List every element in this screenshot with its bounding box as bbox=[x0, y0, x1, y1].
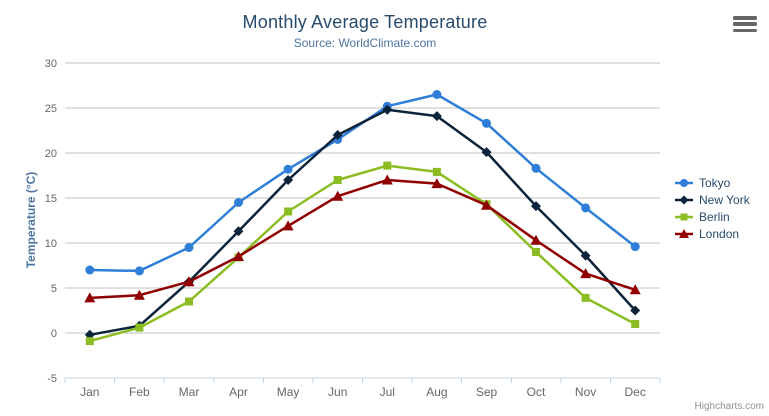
x-axis-category-label: Dec bbox=[625, 385, 646, 399]
x-axis-category-label: Jul bbox=[380, 385, 395, 399]
x-axis-category-label: May bbox=[277, 385, 300, 399]
y-axis-tick-label: 15 bbox=[45, 193, 57, 205]
data-point-london[interactable] bbox=[183, 276, 195, 287]
data-point-london[interactable] bbox=[84, 292, 96, 303]
data-point-new-york[interactable] bbox=[481, 147, 492, 158]
diamond-marker-icon bbox=[675, 195, 693, 204]
x-axis-category-label: Feb bbox=[129, 385, 150, 399]
data-point-berlin[interactable] bbox=[135, 323, 144, 332]
data-point-london[interactable] bbox=[282, 220, 294, 231]
legend-item-london[interactable]: London bbox=[674, 225, 750, 242]
series-line-new-york bbox=[89, 108, 637, 337]
x-axis-category-label: Aug bbox=[426, 385, 447, 399]
data-point-new-york[interactable] bbox=[580, 250, 591, 261]
data-point-tokyo[interactable] bbox=[283, 164, 293, 174]
data-point-tokyo[interactable] bbox=[134, 266, 144, 276]
series-line-berlin bbox=[89, 164, 636, 343]
data-point-berlin[interactable] bbox=[383, 161, 392, 170]
x-axis-category-label: Jun bbox=[328, 385, 347, 399]
x-axis-category-label: Oct bbox=[527, 385, 546, 399]
y-axis-tick-label: 10 bbox=[45, 238, 57, 250]
triangle-marker-icon bbox=[675, 228, 693, 238]
data-point-london[interactable] bbox=[629, 284, 641, 295]
circle-marker-icon bbox=[675, 178, 693, 187]
data-point-new-york[interactable] bbox=[531, 201, 541, 212]
data-point-berlin[interactable] bbox=[631, 320, 640, 328]
x-axis-category-label: Apr bbox=[229, 385, 248, 399]
x-axis-category-label: Sep bbox=[476, 385, 498, 399]
data-point-berlin[interactable] bbox=[333, 176, 342, 184]
data-point-london[interactable] bbox=[481, 199, 492, 210]
data-point-london[interactable] bbox=[530, 234, 542, 245]
hamburger-icon bbox=[733, 22, 757, 26]
data-point-london[interactable] bbox=[431, 178, 443, 189]
data-point-tokyo[interactable] bbox=[581, 203, 591, 213]
data-point-london[interactable] bbox=[233, 251, 244, 261]
legend-item-label: New York bbox=[699, 192, 750, 207]
data-point-tokyo[interactable] bbox=[531, 163, 541, 173]
data-point-new-york[interactable] bbox=[283, 175, 294, 185]
legend: Tokyo New York Berlin London bbox=[674, 174, 750, 242]
data-point-london[interactable] bbox=[133, 289, 145, 300]
legend-item-berlin[interactable]: Berlin bbox=[674, 208, 750, 225]
export-menu-button[interactable] bbox=[732, 14, 758, 34]
legend-item-label: London bbox=[699, 226, 740, 241]
legend-item-label: Berlin bbox=[699, 209, 730, 224]
data-point-berlin[interactable] bbox=[532, 248, 540, 256]
legend-item-tokyo[interactable]: Tokyo bbox=[674, 174, 750, 191]
data-point-new-york[interactable] bbox=[431, 111, 442, 122]
data-point-tokyo[interactable] bbox=[85, 265, 95, 275]
x-axis-category-label: Nov bbox=[575, 385, 596, 399]
y-axis-tick-label: 25 bbox=[45, 103, 57, 115]
square-marker-icon bbox=[675, 213, 693, 220]
data-point-new-york[interactable] bbox=[233, 226, 244, 237]
y-axis-tick-label: -5 bbox=[47, 373, 57, 385]
y-axis-tick-label: 0 bbox=[51, 328, 57, 340]
x-axis-category-label: Mar bbox=[179, 385, 200, 399]
hamburger-icon bbox=[733, 28, 757, 32]
data-point-tokyo[interactable] bbox=[630, 242, 640, 252]
y-axis-tick-label: 20 bbox=[45, 148, 57, 160]
data-point-berlin[interactable] bbox=[284, 207, 293, 216]
data-point-berlin[interactable] bbox=[85, 337, 94, 346]
legend-item-new-york[interactable]: New York bbox=[674, 191, 750, 208]
series-line-tokyo bbox=[89, 93, 636, 273]
hamburger-icon bbox=[733, 16, 757, 20]
data-point-tokyo[interactable] bbox=[234, 198, 243, 207]
data-point-tokyo[interactable] bbox=[432, 90, 442, 99]
data-point-london[interactable] bbox=[381, 174, 393, 185]
series-line-london bbox=[89, 178, 636, 300]
data-point-new-york[interactable] bbox=[382, 104, 393, 115]
data-point-new-york[interactable] bbox=[332, 130, 343, 140]
credits-link[interactable]: Highcharts.com bbox=[694, 401, 764, 412]
legend-item-label: Tokyo bbox=[699, 175, 731, 190]
data-point-london[interactable] bbox=[580, 268, 592, 279]
y-axis-tick-label: 5 bbox=[51, 283, 57, 295]
y-axis-tick-label: 30 bbox=[45, 58, 57, 70]
data-point-berlin[interactable] bbox=[581, 293, 590, 302]
x-axis-category-label: Jan bbox=[80, 385, 99, 399]
data-point-tokyo[interactable] bbox=[482, 118, 491, 128]
data-point-berlin[interactable] bbox=[185, 297, 193, 306]
data-point-tokyo[interactable] bbox=[184, 243, 194, 252]
data-point-new-york[interactable] bbox=[630, 305, 641, 316]
data-point-berlin[interactable] bbox=[432, 167, 441, 176]
data-point-london[interactable] bbox=[332, 190, 344, 201]
